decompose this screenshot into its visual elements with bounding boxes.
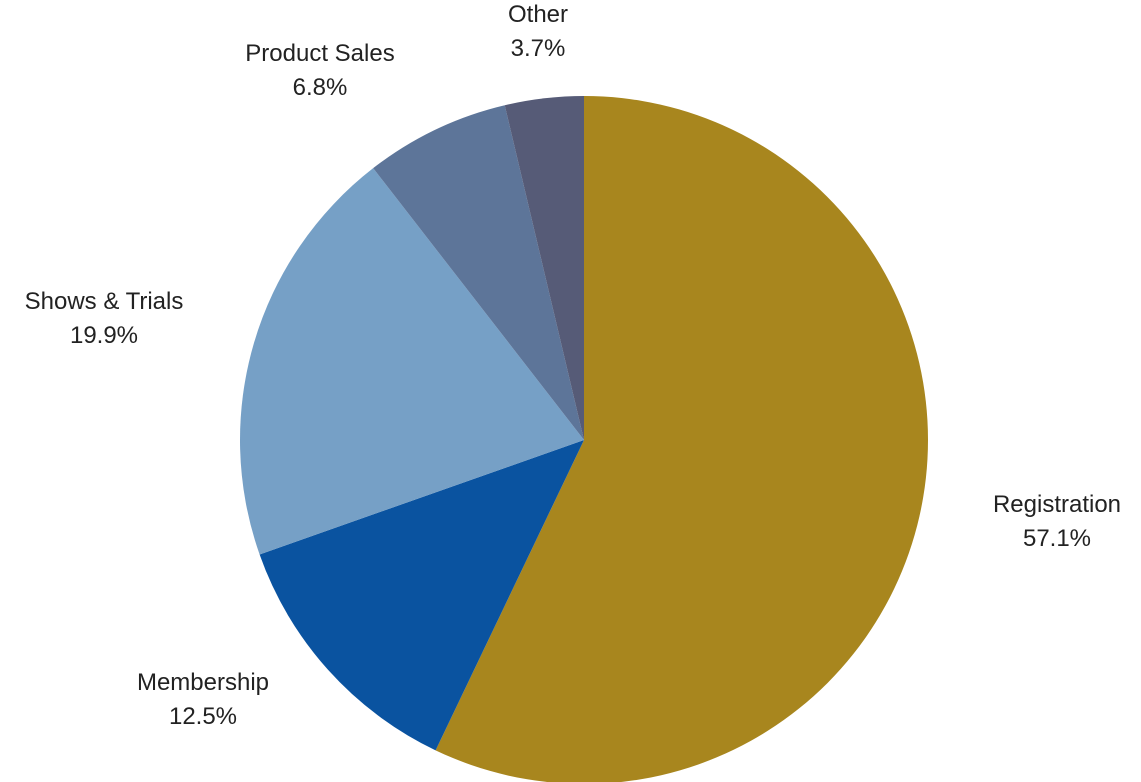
pie-labels: Registration 57.1% Membership 12.5% Shows & … [25,1,1121,730]
slice-value-membership: 12.5% [169,703,237,730]
slice-value-shows-and-trials: 19.9% [70,322,138,349]
slice-value-registration: 57.1% [1023,525,1091,552]
slice-value-other: 3.7% [511,35,566,62]
slice-value-product-sales: 6.8% [293,74,348,101]
pie-slice-product-sales [373,105,584,440]
slice-label-membership: Membership [137,669,269,696]
pie-slice-other [504,96,584,440]
slice-label-other: Other [508,1,568,28]
pie-slices [240,96,928,782]
slice-label-shows-and-trials: Shows & Trials [25,288,184,315]
pie-slice-shows-and-trials [240,168,584,555]
slice-label-registration: Registration [993,491,1121,518]
pie-slice-registration [435,96,928,782]
pie-slice-membership [259,440,584,751]
slice-label-product-sales: Product Sales [245,40,394,67]
